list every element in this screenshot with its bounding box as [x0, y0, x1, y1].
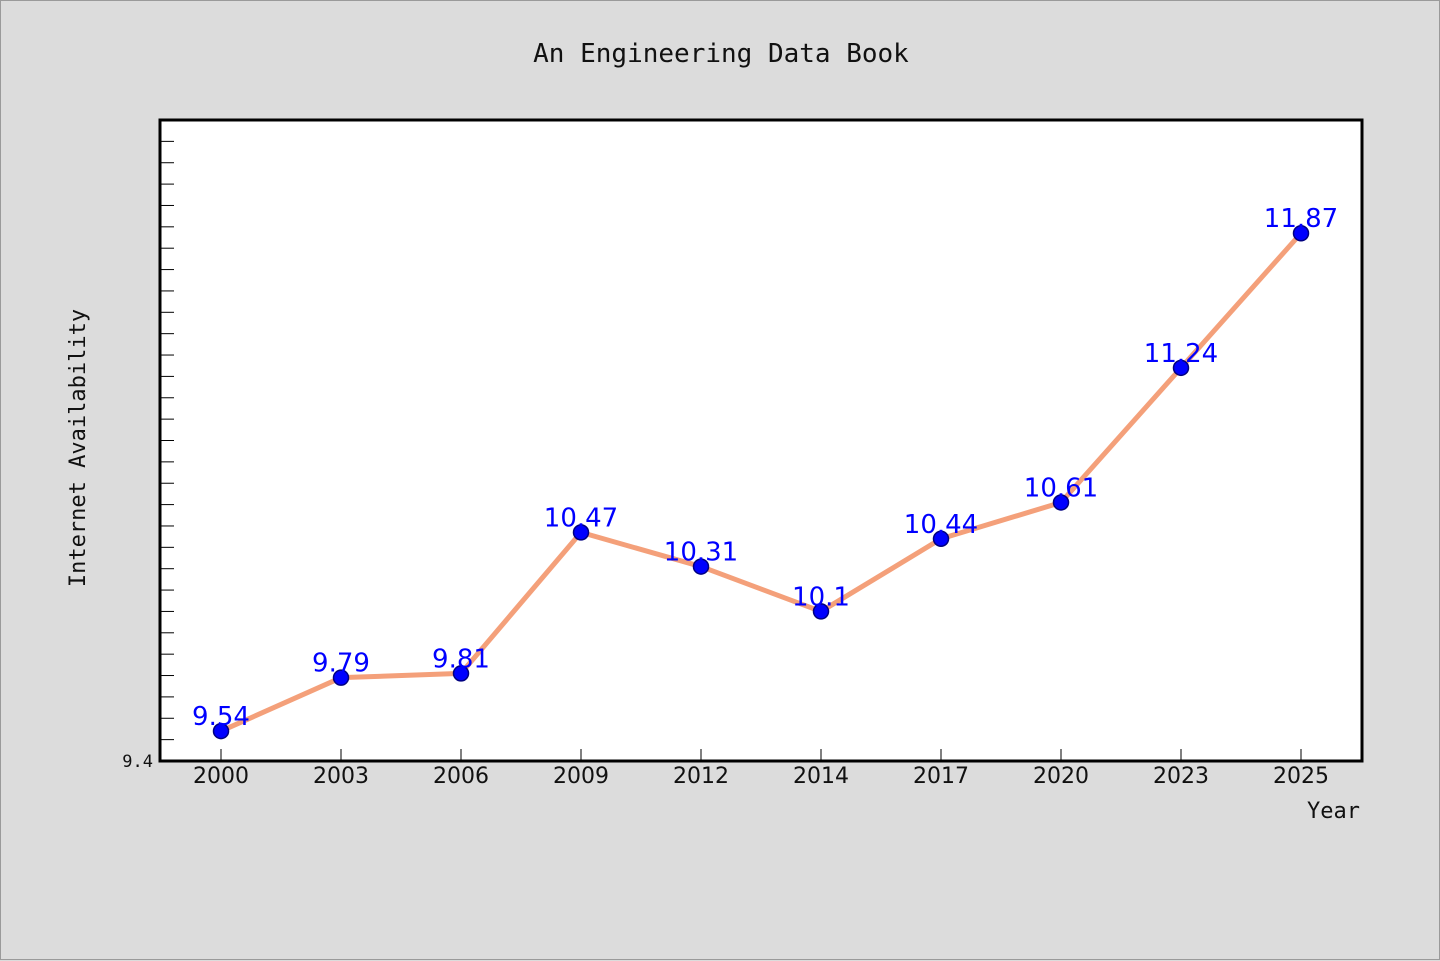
data-label: 11.24 — [1144, 339, 1218, 369]
data-point — [812, 603, 830, 620]
data-point — [452, 665, 470, 682]
data-label: 9.54 — [192, 702, 250, 732]
data-label: 9.81 — [432, 644, 490, 674]
data-label: 11.87 — [1264, 204, 1338, 234]
data-label: 10.44 — [904, 510, 978, 540]
data-label: 10.61 — [1024, 473, 1098, 503]
series-markers — [212, 224, 1310, 740]
data-point — [332, 669, 350, 686]
data-label: 10.31 — [664, 538, 738, 568]
data-labels: 9.54 9.79 9.81 10.47 10.31 10.1 10.44 10.61 11.2… — [192, 204, 1338, 732]
series-line — [219, 231, 1303, 734]
data-label: 10.47 — [544, 503, 618, 533]
y-axis-label: Internet Availability — [66, 309, 91, 587]
data-point — [1292, 224, 1310, 242]
data-point — [932, 530, 950, 548]
x-tick-label: 2003 — [313, 764, 369, 789]
x-tick-label: 2006 — [433, 764, 489, 789]
x-axis-label: Year — [1307, 799, 1360, 824]
data-point — [572, 524, 590, 541]
plot-area — [158, 118, 1364, 763]
data-point — [692, 558, 710, 575]
x-tick-label: 2014 — [793, 764, 849, 789]
x-tick-label: 2020 — [1033, 764, 1089, 789]
data-point — [212, 722, 230, 740]
data-label: 9.79 — [312, 649, 370, 679]
chart-title: An Engineering Data Book — [533, 39, 909, 69]
x-tick-label: 2009 — [553, 764, 609, 789]
data-label: 10.1 — [792, 582, 850, 612]
x-tick-label: 2023 — [1153, 764, 1209, 789]
data-point — [1172, 359, 1190, 377]
data-point — [1052, 494, 1070, 511]
x-tick-label: 2000 — [193, 764, 249, 789]
x-tick-label: 2017 — [913, 764, 969, 789]
y-axis-ticks — [160, 140, 174, 741]
y-tick-label: 9.4 — [122, 752, 153, 772]
x-axis-ticks: 2000 2003 2006 2009 2012 2014 2017 2020 2023 2025 — [193, 749, 1329, 789]
x-tick-label: 2012 — [673, 764, 729, 789]
x-tick-label: 2025 — [1273, 764, 1329, 789]
